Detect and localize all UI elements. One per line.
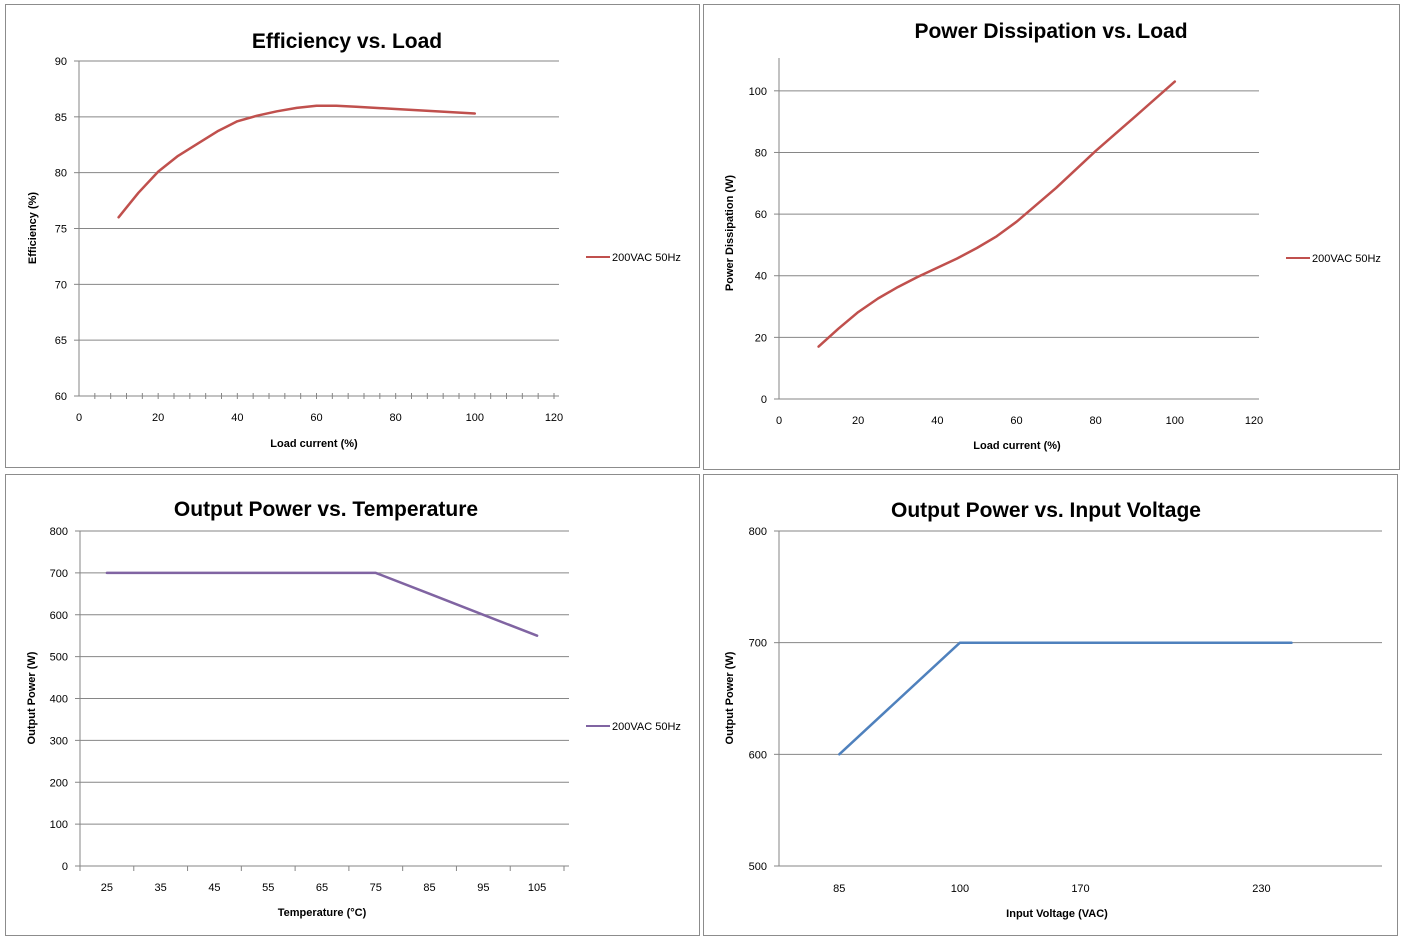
series-line [105,571,539,637]
x-tick-label: 0 [776,415,782,427]
y-tick-label: 60 [55,391,67,403]
y-axis-label: Output Power (W) [26,651,38,744]
y-tick-label: 300 [50,735,68,747]
y-axis-label: Output Power (W) [724,651,736,744]
y-tick-label: 65 [55,335,67,347]
x-tick-label: 80 [390,412,402,424]
y-tick-label: 70 [55,279,67,291]
power-dissipation-chart-panel: Power Dissipation vs. Load 0 20 40 60 80 100 0 2… [703,4,1400,470]
y-tick-label: 80 [55,168,67,180]
x-tick-label: 35 [155,882,167,894]
x-tick-label: 60 [1010,415,1022,427]
efficiency-chart: Efficiency vs. Load 60 65 70 75 80 85 90 0 20 40 60… [27,30,681,450]
y-tick-label: 600 [50,610,68,622]
x-tick-label: 40 [931,415,943,427]
y-axis-label: Efficiency (%) [27,192,39,264]
efficiency-chart-panel: Efficiency vs. Load 60 65 70 75 80 85 90 0 20 40 60… [5,4,700,468]
x-tick-label: 100 [466,412,484,424]
x-tick-label: 230 [1252,883,1270,895]
y-tick-label: 700 [749,638,767,650]
x-tick-label: 85 [833,883,845,895]
y-tick-label: 200 [50,777,68,789]
x-axis-label: Input Voltage (VAC) [1006,908,1108,920]
series-line [817,80,1177,348]
y-tick-label: 75 [55,224,67,236]
x-tick-label: 75 [370,882,382,894]
y-tick-label: 20 [755,332,767,344]
x-tick-label: 55 [262,882,274,894]
y-tick-label: 500 [50,652,68,664]
power-dissipation-chart: Power Dissipation vs. Load 0 20 40 60 80 100 0 2… [724,20,1381,452]
y-tick-label: 80 [755,147,767,159]
legend-label: 200VAC 50Hz [612,252,681,264]
output-power-temperature-chart-panel: Output Power vs. Temperature 0 100 200 300 40… [5,474,700,936]
chart-title: Power Dissipation vs. Load [914,20,1187,43]
x-axis-label: Temperature (°C) [278,907,367,919]
x-axis-label: Load current (%) [973,440,1061,452]
chart-title: Efficiency vs. Load [252,30,442,53]
chart-title: Output Power vs. Temperature [174,498,478,521]
x-tick-label: 40 [231,412,243,424]
y-tick-label: 700 [50,568,68,580]
y-tick-label: 600 [749,749,767,761]
x-tick-label: 45 [208,882,220,894]
output-power-temperature-chart: Output Power vs. Temperature 0 100 200 300 40… [26,498,681,919]
x-tick-label: 170 [1071,883,1089,895]
x-tick-label: 100 [1166,415,1184,427]
y-tick-label: 0 [62,861,68,873]
chart-title: Output Power vs. Input Voltage [891,499,1201,522]
y-tick-label: 800 [50,526,68,538]
y-tick-label: 60 [755,209,767,221]
x-tick-label: 0 [76,412,82,424]
x-tick-label: 20 [852,415,864,427]
x-axis-label: Load current (%) [270,438,358,450]
x-tick-label: 65 [316,882,328,894]
y-tick-label: 400 [50,694,68,706]
x-tick-label: 120 [545,412,563,424]
series-line [117,104,477,219]
x-tick-label: 120 [1245,415,1263,427]
y-tick-label: 800 [749,526,767,538]
x-tick-label: 80 [1090,415,1102,427]
legend-label: 200VAC 50Hz [612,721,681,733]
y-tick-label: 0 [761,394,767,406]
y-tick-label: 85 [55,112,67,124]
series-line [838,641,1293,756]
x-tick-label: 60 [310,412,322,424]
x-tick-label: 95 [477,882,489,894]
x-tick-label: 25 [101,882,113,894]
x-tick-label: 105 [528,882,546,894]
y-tick-label: 90 [55,56,67,68]
y-tick-label: 500 [749,861,767,873]
y-tick-label: 40 [755,271,767,283]
x-tick-label: 20 [152,412,164,424]
x-tick-label: 85 [423,882,435,894]
y-tick-label: 100 [749,86,767,98]
y-axis-label: Power Dissipation (W) [724,175,736,291]
output-power-voltage-chart: Output Power vs. Input Voltage 500 600 700 8… [724,499,1382,920]
x-tick-label: 100 [951,883,969,895]
legend-label: 200VAC 50Hz [1312,253,1381,265]
output-power-voltage-chart-panel: Output Power vs. Input Voltage 500 600 700 8… [703,474,1398,936]
y-tick-label: 100 [50,819,68,831]
